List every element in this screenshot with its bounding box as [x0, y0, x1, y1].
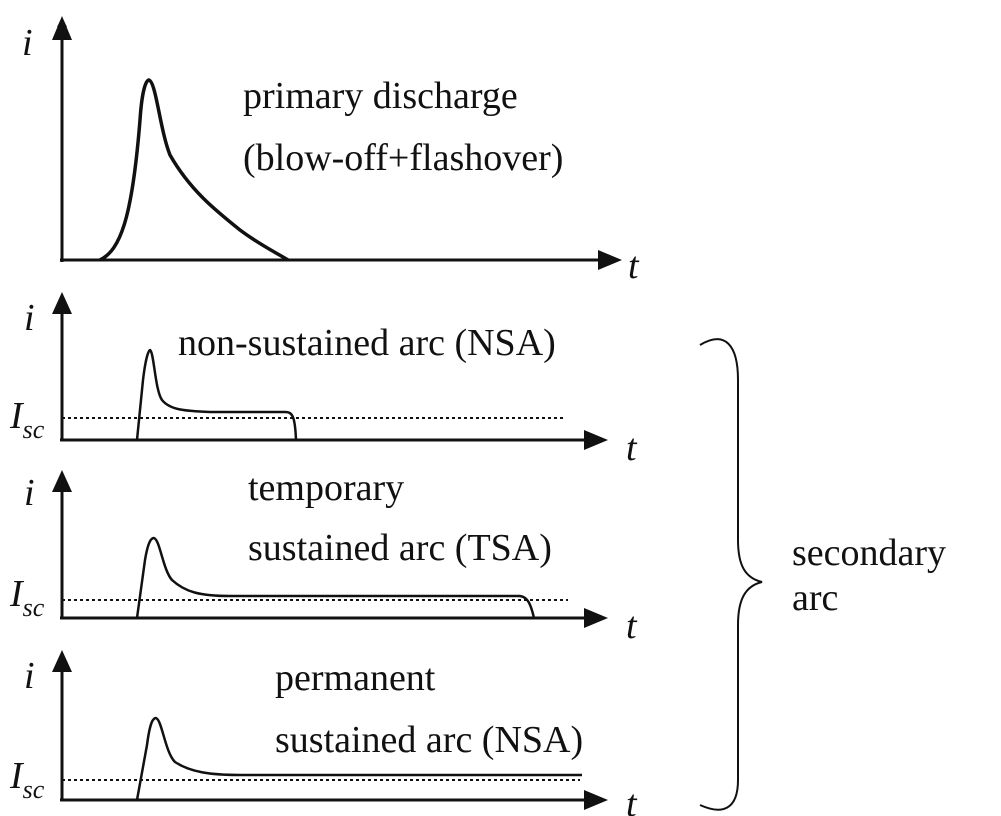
panel-text: primary discharge: [243, 75, 518, 117]
x-label: t: [626, 427, 638, 469]
y-arrow: [52, 292, 72, 314]
x-label: t: [626, 605, 638, 647]
y-label: i: [24, 297, 35, 339]
threshold-main: I: [9, 755, 25, 797]
y-label: i: [24, 655, 35, 697]
y-label: i: [24, 472, 35, 514]
group-label: arc: [792, 577, 838, 619]
y-arrow: [52, 16, 72, 40]
curve: [135, 348, 298, 441]
threshold-sub: sc: [23, 593, 45, 622]
threshold-sub: sc: [23, 415, 45, 444]
panel-text: temporary: [248, 467, 404, 509]
x-arrow: [584, 608, 608, 628]
panel-text: non-sustained arc (NSA): [178, 322, 556, 364]
group-label: secondary: [792, 532, 946, 574]
x-label: t: [626, 783, 638, 816]
panel-text: sustained arc (TSA): [248, 527, 552, 569]
threshold-sub: sc: [23, 775, 45, 804]
panel-text: sustained arc (NSA): [275, 719, 583, 761]
threshold-main: I: [9, 395, 25, 437]
x-arrow: [598, 250, 622, 270]
threshold-label: Isc: [9, 755, 45, 804]
panel-psa: i t Isc permanent sustained arc (NSA): [9, 650, 638, 816]
panel-nsa: i t Isc non-sustained arc (NSA): [9, 292, 638, 469]
x-arrow: [584, 430, 608, 450]
x-arrow: [584, 790, 608, 810]
panel-primary: i t primary discharge (blow-off+flashove…: [22, 16, 640, 287]
panel-tsa: i t Isc temporary sustained arc (TSA): [9, 467, 638, 647]
curve: [135, 716, 582, 801]
curve: [99, 78, 289, 262]
panel-text: permanent: [275, 657, 436, 699]
panel-text: (blow-off+flashover): [243, 137, 563, 179]
brace: [699, 338, 763, 811]
y-arrow: [52, 470, 72, 492]
y-arrow: [52, 650, 72, 672]
y-label: i: [22, 22, 33, 64]
threshold-main: I: [9, 573, 25, 615]
curve: [135, 536, 536, 619]
threshold-label: Isc: [9, 573, 45, 622]
x-label: t: [628, 245, 640, 287]
threshold-label: Isc: [9, 395, 45, 444]
